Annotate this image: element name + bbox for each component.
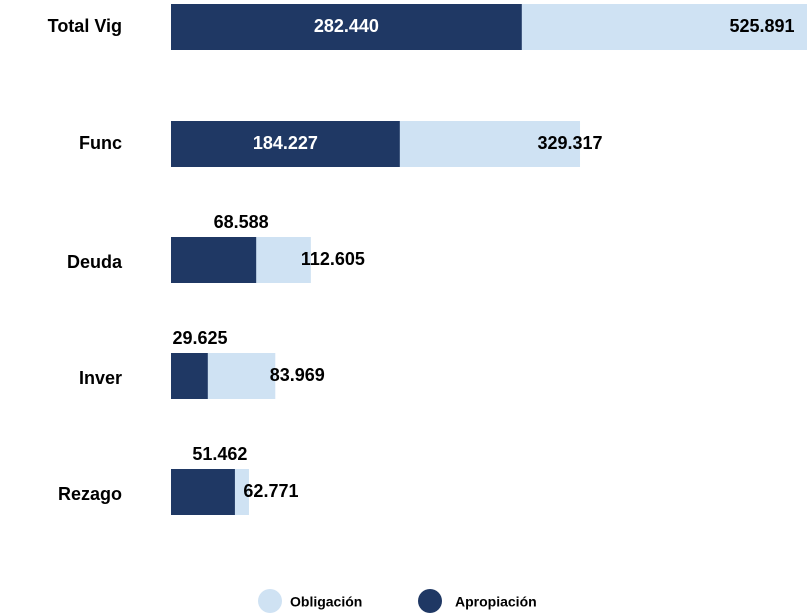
bar	[171, 4, 522, 50]
bar	[171, 353, 208, 399]
bar	[171, 121, 400, 167]
legend-marker	[418, 589, 442, 613]
legend-marker	[258, 589, 282, 613]
category-label: Rezago	[58, 484, 122, 504]
legend-label: Apropiación	[455, 594, 537, 610]
category-label: Func	[79, 133, 122, 153]
category-label: Total Vig	[48, 16, 122, 36]
data-label: 51.462	[192, 444, 247, 464]
data-label: 112.605	[301, 249, 365, 269]
category-label: Deuda	[67, 252, 123, 272]
data-label: 68.588	[214, 212, 269, 232]
data-label: 329.317	[537, 133, 602, 153]
data-label: 282.440	[314, 16, 379, 36]
data-label: 525.891	[729, 16, 794, 36]
data-label: 29.625	[172, 328, 227, 348]
legend-label: Obligación	[290, 594, 362, 610]
bar	[171, 237, 257, 283]
data-label: 184.227	[253, 133, 318, 153]
data-label: 62.771	[243, 481, 298, 501]
category-label: Inver	[79, 368, 122, 388]
data-label: 83.969	[270, 365, 325, 385]
bar	[171, 469, 235, 515]
